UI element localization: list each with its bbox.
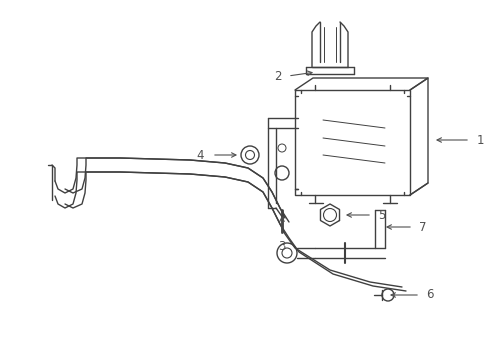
Text: 6: 6 xyxy=(426,288,433,302)
Text: 2: 2 xyxy=(274,69,281,82)
Text: 7: 7 xyxy=(418,220,426,234)
Text: 4: 4 xyxy=(196,149,203,162)
Text: 5: 5 xyxy=(378,208,385,221)
Text: 3: 3 xyxy=(278,239,285,252)
Text: 1: 1 xyxy=(475,134,483,147)
